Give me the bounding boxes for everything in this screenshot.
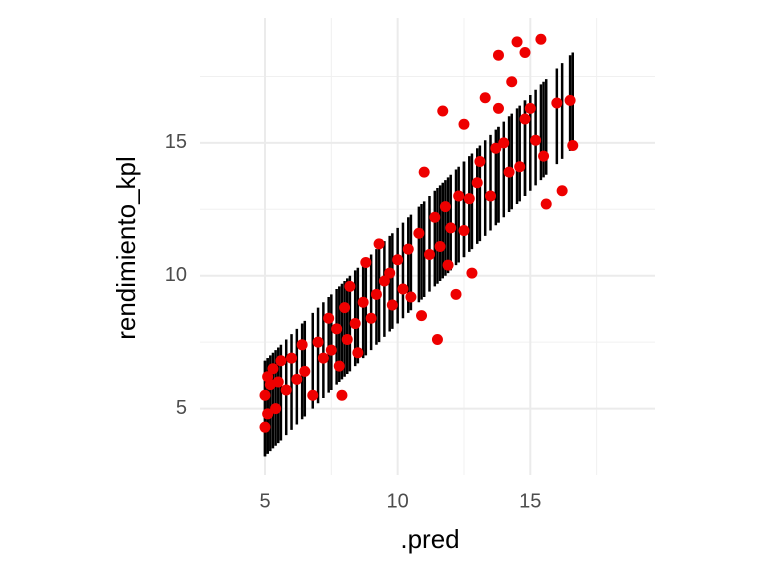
data-point (296, 339, 308, 351)
data-point (312, 336, 324, 348)
data-point (280, 384, 292, 396)
data-point (357, 296, 369, 308)
data-point (349, 318, 361, 330)
data-point (402, 243, 414, 255)
y-tick-label: 15 (165, 131, 187, 153)
data-point (540, 198, 552, 210)
data-point (275, 355, 287, 367)
data-point (384, 267, 396, 279)
data-point (405, 291, 417, 303)
x-axis-label: .pred (400, 524, 459, 554)
data-point (299, 365, 311, 377)
y-tick-label: 10 (165, 264, 187, 286)
data-point (344, 280, 356, 292)
data-point (378, 275, 390, 287)
data-point (429, 211, 441, 223)
data-point (434, 241, 446, 252)
y-axis-label: rendimiento_kpl (111, 156, 141, 340)
data-point (437, 105, 449, 117)
data-point (535, 33, 547, 45)
data-point (442, 259, 454, 271)
data-point (418, 166, 430, 178)
data-point (262, 408, 274, 420)
data-point (323, 312, 335, 324)
data-point (514, 161, 526, 173)
data-point (413, 227, 425, 239)
data-point (317, 352, 329, 364)
x-tick-label: 15 (519, 490, 541, 512)
data-point (365, 312, 377, 324)
data-point (267, 363, 279, 375)
data-point (463, 193, 475, 205)
data-point (492, 49, 504, 61)
data-point (397, 283, 409, 295)
data-point (373, 238, 385, 250)
data-point (519, 113, 531, 125)
data-point (538, 150, 550, 162)
data-point (506, 76, 518, 88)
data-point (370, 288, 382, 300)
data-point (439, 201, 451, 213)
data-point (492, 102, 504, 114)
data-point (511, 36, 523, 48)
data-point (498, 137, 510, 149)
data-point (291, 373, 303, 385)
data-point (445, 222, 457, 234)
y-tick-label: 5 (176, 397, 187, 419)
data-point (485, 190, 497, 202)
data-point (471, 177, 483, 189)
data-point (490, 142, 502, 154)
data-point (458, 225, 470, 237)
data-point (519, 47, 531, 59)
data-point (567, 140, 579, 152)
data-point (503, 166, 515, 178)
data-point (333, 360, 345, 372)
data-point (307, 389, 319, 401)
data-point (270, 403, 282, 415)
data-point (474, 155, 486, 167)
x-tick-label: 5 (259, 490, 270, 512)
data-point (530, 134, 542, 146)
data-point (551, 97, 563, 109)
data-point (458, 118, 470, 130)
data-point (339, 302, 351, 314)
data-point (331, 323, 343, 335)
data-point (392, 254, 404, 266)
data-point (325, 344, 337, 356)
data-point (466, 267, 478, 279)
data-point (286, 352, 298, 364)
data-point (556, 185, 568, 197)
data-point (479, 92, 491, 104)
data-point (416, 310, 428, 322)
data-point (336, 389, 348, 401)
data-point (453, 190, 465, 202)
x-tick-label: 10 (387, 490, 409, 512)
data-point (386, 299, 398, 311)
data-point (360, 256, 372, 268)
data-point (431, 333, 443, 345)
data-point (450, 288, 462, 300)
data-point (259, 389, 271, 401)
data-point (524, 102, 536, 114)
data-point (423, 248, 435, 260)
data-point (341, 333, 353, 345)
data-point (259, 421, 271, 433)
data-point (564, 94, 576, 106)
data-point (352, 347, 364, 359)
data-point (272, 376, 284, 388)
